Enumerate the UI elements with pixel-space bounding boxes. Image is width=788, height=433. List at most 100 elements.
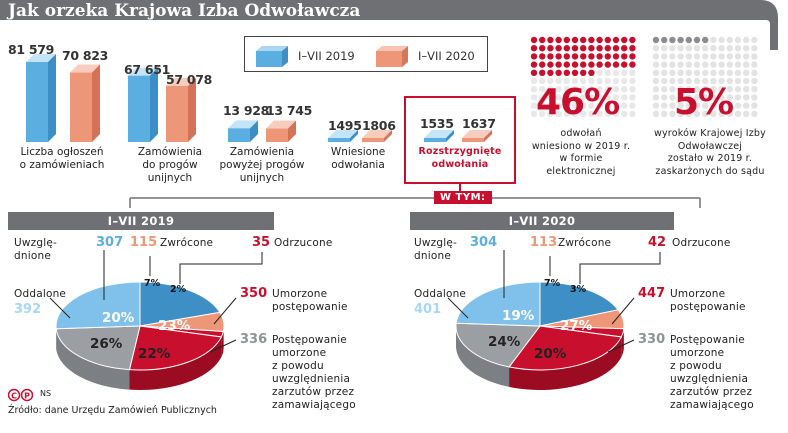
dot	[718, 61, 725, 68]
dot	[685, 53, 692, 60]
dot	[596, 69, 603, 77]
dot	[588, 69, 595, 77]
dot	[604, 36, 611, 44]
dot	[629, 69, 636, 77]
dot	[710, 69, 717, 77]
dot	[555, 53, 562, 60]
legend	[244, 36, 488, 72]
label-umorzone-brak: Postępowanie umorzone z powodu uwzględnieni…	[670, 334, 754, 411]
dot	[530, 77, 538, 85]
dot	[751, 45, 758, 52]
bar-2019	[328, 130, 358, 142]
dot	[604, 53, 611, 60]
dot	[661, 86, 668, 93]
dot	[596, 110, 603, 118]
dot	[563, 36, 570, 44]
dot	[588, 36, 595, 44]
leader-line	[213, 297, 237, 325]
dot	[563, 69, 570, 77]
dot	[539, 77, 546, 85]
stat-value: 46%	[536, 82, 620, 123]
leader-line	[447, 297, 469, 319]
dot	[693, 69, 701, 77]
dot	[547, 110, 554, 118]
dot	[588, 110, 595, 118]
dot	[539, 86, 546, 93]
category-label-highlighted: Rozstrzygnięte odwołania	[418, 146, 502, 170]
dot	[596, 94, 603, 101]
dot	[547, 45, 554, 52]
dot	[652, 45, 660, 52]
stat-caption: odwołań wniesiono w 2019 r. w formie elektr…	[531, 128, 631, 177]
dot	[555, 77, 562, 85]
dot	[751, 36, 758, 44]
dot	[547, 94, 554, 101]
source-note: Źródło: dane Urzędu Zamówień Publicznych	[8, 405, 217, 416]
dot	[555, 69, 562, 77]
dot	[612, 45, 620, 52]
dot	[652, 69, 660, 77]
dot	[621, 69, 628, 77]
dot	[555, 94, 562, 101]
dot	[726, 53, 733, 60]
dot	[693, 53, 701, 60]
dot	[718, 86, 725, 93]
dot	[702, 53, 709, 60]
label-uwzgl: Uwzglę-dnione	[414, 237, 458, 262]
dot	[612, 69, 620, 77]
dot	[751, 94, 758, 101]
dot	[734, 86, 742, 93]
dot	[685, 69, 692, 77]
dot	[530, 110, 538, 118]
count-umorzone-brak: 330	[638, 332, 666, 347]
dot	[751, 69, 758, 77]
dot	[669, 45, 676, 52]
stat-caption: wyroków Krajowej Izby Odwoławczej zostało …	[654, 128, 766, 177]
dot	[751, 61, 758, 68]
dot	[539, 110, 546, 118]
dot	[685, 61, 692, 68]
dot	[596, 61, 603, 68]
dot	[693, 77, 701, 85]
dot	[530, 36, 538, 44]
dot	[743, 86, 750, 93]
dot	[530, 53, 538, 60]
dot	[726, 77, 733, 85]
dot	[580, 86, 587, 93]
dot	[710, 45, 717, 52]
dot	[677, 77, 684, 85]
dot	[669, 94, 676, 101]
dot	[629, 77, 636, 85]
dot	[588, 45, 595, 52]
dot	[563, 77, 570, 85]
leader-line	[209, 339, 237, 353]
pct-umorzone: 23%	[158, 318, 191, 334]
dot	[718, 36, 725, 44]
dot	[530, 102, 538, 109]
dot	[563, 94, 570, 101]
dot	[702, 102, 709, 109]
dot	[743, 69, 750, 77]
dot	[580, 110, 587, 118]
dot	[596, 102, 603, 109]
count-uwzgl: 304	[470, 235, 498, 250]
dot	[571, 36, 579, 44]
count-odrzucone: 42	[648, 235, 667, 250]
dot	[580, 36, 587, 44]
dot	[571, 45, 579, 52]
dot	[596, 86, 603, 93]
dot	[547, 77, 554, 85]
dot	[734, 53, 742, 60]
dot	[652, 61, 660, 68]
pie-side	[509, 336, 622, 390]
stat-value: 5%	[674, 82, 734, 123]
bar-value-2019: 1535	[420, 116, 454, 131]
dot	[710, 102, 717, 109]
dot	[555, 102, 562, 109]
dot	[612, 36, 620, 44]
dot	[555, 110, 562, 118]
bar-value-2019: 13 928	[223, 103, 270, 118]
dot	[751, 102, 758, 109]
dot	[580, 53, 587, 60]
